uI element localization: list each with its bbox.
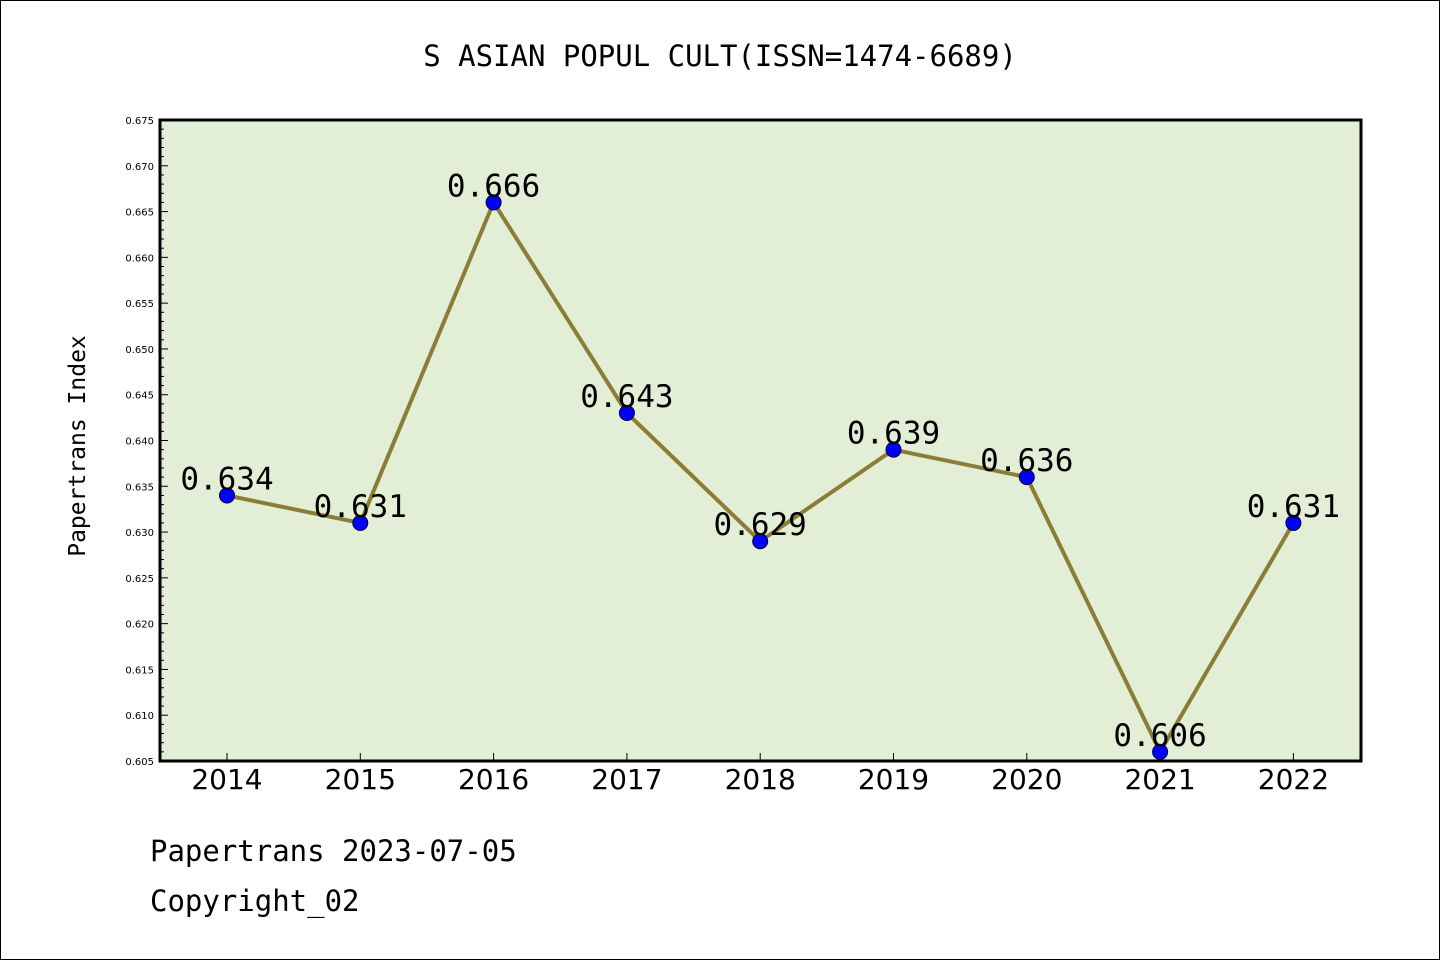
footer-copyright: Copyright_02 — [150, 884, 360, 918]
y-tick-label: 0.625 — [125, 574, 154, 585]
x-tick-label: 2014 — [191, 763, 262, 796]
x-tick-label: 2021 — [1124, 763, 1195, 796]
data-point — [485, 194, 502, 211]
y-tick-label: 0.645 — [125, 391, 154, 402]
footer-date: Papertrans 2023-07-05 — [150, 834, 517, 868]
y-tick-label: 0.615 — [125, 665, 154, 676]
y-tick-label: 0.640 — [125, 437, 154, 448]
y-tick-label: 0.630 — [125, 528, 154, 539]
x-tick-label: 2019 — [858, 763, 929, 796]
x-tick-label: 2016 — [458, 763, 529, 796]
x-tick-label: 2022 — [1258, 763, 1329, 796]
data-point — [219, 487, 235, 504]
plot-area — [160, 120, 1361, 761]
data-point — [1018, 469, 1035, 486]
y-tick-label: 0.660 — [125, 253, 154, 264]
data-label: 0.631 — [314, 489, 407, 525]
y-tick-label: 0.650 — [125, 345, 154, 356]
data-label: 0.631 — [1247, 489, 1340, 525]
data-point — [885, 441, 902, 458]
y-tick-label: 0.670 — [125, 162, 154, 173]
y-axis-label: Papertrans Index — [65, 335, 91, 557]
data-label: 0.629 — [714, 507, 807, 543]
data-point — [1152, 743, 1169, 760]
y-tick-label: 0.610 — [125, 711, 154, 722]
data-point — [352, 514, 369, 531]
x-tick-label: 2017 — [591, 763, 662, 796]
data-label: 0.639 — [847, 416, 940, 452]
data-point — [752, 533, 769, 550]
y-tick-label: 0.665 — [125, 208, 154, 219]
x-tick-label: 2018 — [725, 763, 796, 796]
y-tick-label: 0.675 — [125, 116, 154, 127]
y-tick-label: 0.635 — [125, 482, 154, 493]
y-tick-label: 0.620 — [125, 620, 154, 631]
plot-border — [158, 118, 1363, 763]
chart-title: S ASIAN POPUL CULT(ISSN=1474-6689) — [423, 39, 1017, 73]
y-tick-label: 0.605 — [125, 757, 154, 768]
x-axis: 2014 2015 2016 2017 2018 2019 2020 2021 2022 — [191, 753, 1329, 796]
data-point — [618, 405, 635, 422]
y-tick-label: 0.655 — [125, 299, 154, 310]
data-label: 0.643 — [580, 379, 673, 415]
data-point — [1285, 514, 1302, 531]
data-label: 0.634 — [180, 461, 273, 497]
data-label: 0.666 — [447, 168, 540, 204]
x-tick-label: 2020 — [991, 763, 1062, 796]
x-tick-label: 2015 — [325, 763, 396, 796]
data-label: 0.636 — [980, 443, 1073, 479]
series-layer: 0.634 0.631 0.666 0.643 0.629 0.639 0.636 0.606… — [180, 168, 1340, 760]
data-label: 0.606 — [1113, 718, 1206, 754]
